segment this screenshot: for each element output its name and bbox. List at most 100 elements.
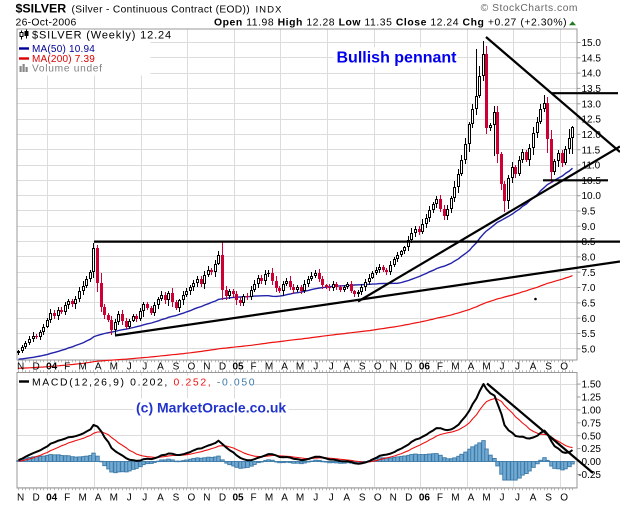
svg-text:A: A [530,362,537,373]
svg-text:0.75: 0.75 [582,418,602,429]
svg-text:06: 06 [419,493,431,504]
svg-text:A: A [157,493,164,504]
svg-text:11.0: 11.0 [582,161,601,172]
svg-text:M: M [79,362,87,373]
svg-text:MA(50) 10.94: MA(50) 10.94 [32,44,95,55]
svg-text:O: O [188,493,196,504]
svg-text:14.5: 14.5 [582,53,602,64]
svg-text:12.5: 12.5 [582,115,602,126]
svg-text:S: S [545,362,552,373]
svg-text:F: F [64,493,70,504]
svg-text:Volume undef: Volume undef [32,64,103,75]
svg-text:8.0: 8.0 [582,253,596,264]
svg-text:26-Oct-2006: 26-Oct-2006 [16,18,77,29]
svg-text:N: N [390,493,397,504]
svg-text:A: A [95,493,102,504]
svg-text:M: M [79,493,87,504]
svg-text:M: M [482,362,490,373]
svg-text:8.5: 8.5 [582,237,596,248]
svg-text:M: M [110,362,118,373]
svg-text:O: O [560,362,568,373]
svg-text:1.50: 1.50 [582,380,602,391]
svg-text:F: F [64,362,70,373]
svg-text:J: J [500,493,505,504]
svg-text:F: F [437,493,443,504]
svg-text:M: M [265,493,273,504]
svg-text:0.00: 0.00 [582,457,602,468]
svg-text:13.5: 13.5 [582,84,602,95]
svg-text:N: N [203,362,210,373]
svg-text:7.0: 7.0 [582,283,596,294]
svg-text:14.0: 14.0 [582,69,602,80]
svg-text:10.0: 10.0 [582,191,602,202]
svg-text:N: N [17,493,24,504]
svg-text:S: S [173,493,180,504]
svg-text:J: J [313,493,318,504]
svg-text:J: J [142,362,147,373]
svg-text:D: D [219,362,226,373]
svg-text:(c) MarketOracle.co.uk: (c) MarketOracle.co.uk [136,400,286,416]
svg-text:15.0: 15.0 [582,38,602,49]
svg-text:INDX: INDX [256,5,283,16]
svg-text:0.50: 0.50 [582,431,602,442]
svg-text:S: S [359,493,366,504]
svg-text:M: M [482,493,490,504]
svg-text:11.5: 11.5 [582,145,601,156]
svg-text:06: 06 [419,362,431,373]
svg-text:1.25: 1.25 [582,393,602,404]
svg-text:0.25: 0.25 [582,444,602,455]
svg-text:Open 11.98 High 12.28 Low 11.3: Open 11.98 High 12.28 Low 11.35 Close 12… [214,18,567,29]
svg-text:M: M [451,362,459,373]
svg-text:J: J [142,493,147,504]
svg-text:J: J [313,362,318,373]
svg-text:O: O [374,493,382,504]
svg-text:5.5: 5.5 [582,329,596,340]
svg-text:A: A [157,362,164,373]
svg-text:M: M [296,493,304,504]
svg-text:10.5: 10.5 [582,176,602,187]
svg-text:A: A [95,362,102,373]
svg-text:M: M [451,493,459,504]
svg-text:F: F [250,362,256,373]
svg-text:M: M [110,493,118,504]
svg-text:A: A [343,493,350,504]
svg-text:F: F [437,362,443,373]
svg-text:J: J [500,362,505,373]
svg-text:A: A [530,493,537,504]
svg-text:6.0: 6.0 [582,314,596,325]
svg-text:12.0: 12.0 [582,130,602,141]
svg-text:S: S [359,362,366,373]
svg-text:J: J [515,493,520,504]
svg-text:O: O [188,362,196,373]
svg-text:M: M [296,362,304,373]
svg-text:N: N [203,493,210,504]
svg-text:05: 05 [232,362,244,373]
svg-text:A: A [281,493,288,504]
svg-text:7.5: 7.5 [582,268,596,279]
svg-text:$SILVER (Weekly) 12.24: $SILVER (Weekly) 12.24 [32,30,172,42]
svg-text:5.0: 5.0 [582,344,596,355]
svg-text:J: J [127,362,132,373]
svg-text:MACD(12,26,9) 0.202, 0.252, -0: MACD(12,26,9) 0.202, 0.252, -0.050 [32,378,256,389]
svg-text:N: N [17,362,24,373]
svg-text:$SILVER: $SILVER [16,2,67,16]
svg-text:M: M [265,362,273,373]
svg-text:S: S [173,362,180,373]
svg-text:J: J [515,362,520,373]
svg-text:A: A [343,362,350,373]
svg-text:05: 05 [232,493,244,504]
svg-text:F: F [250,493,256,504]
svg-text:O: O [560,493,568,504]
svg-text:MA(200) 7.39: MA(200) 7.39 [32,54,95,65]
svg-text:6.5: 6.5 [582,299,596,310]
svg-text:(Silver - Continuous Contract: (Silver - Continuous Contract (EOD)) [72,5,250,16]
svg-text:A: A [468,493,475,504]
svg-text:D: D [405,493,412,504]
svg-text:13.0: 13.0 [582,99,602,110]
svg-text:9.0: 9.0 [582,222,596,233]
svg-text:04: 04 [46,362,58,373]
svg-text:D: D [32,362,39,373]
svg-text:J: J [329,362,334,373]
svg-text:1.00: 1.00 [582,406,602,417]
svg-text:© StockCharts.com: © StockCharts.com [481,3,578,14]
